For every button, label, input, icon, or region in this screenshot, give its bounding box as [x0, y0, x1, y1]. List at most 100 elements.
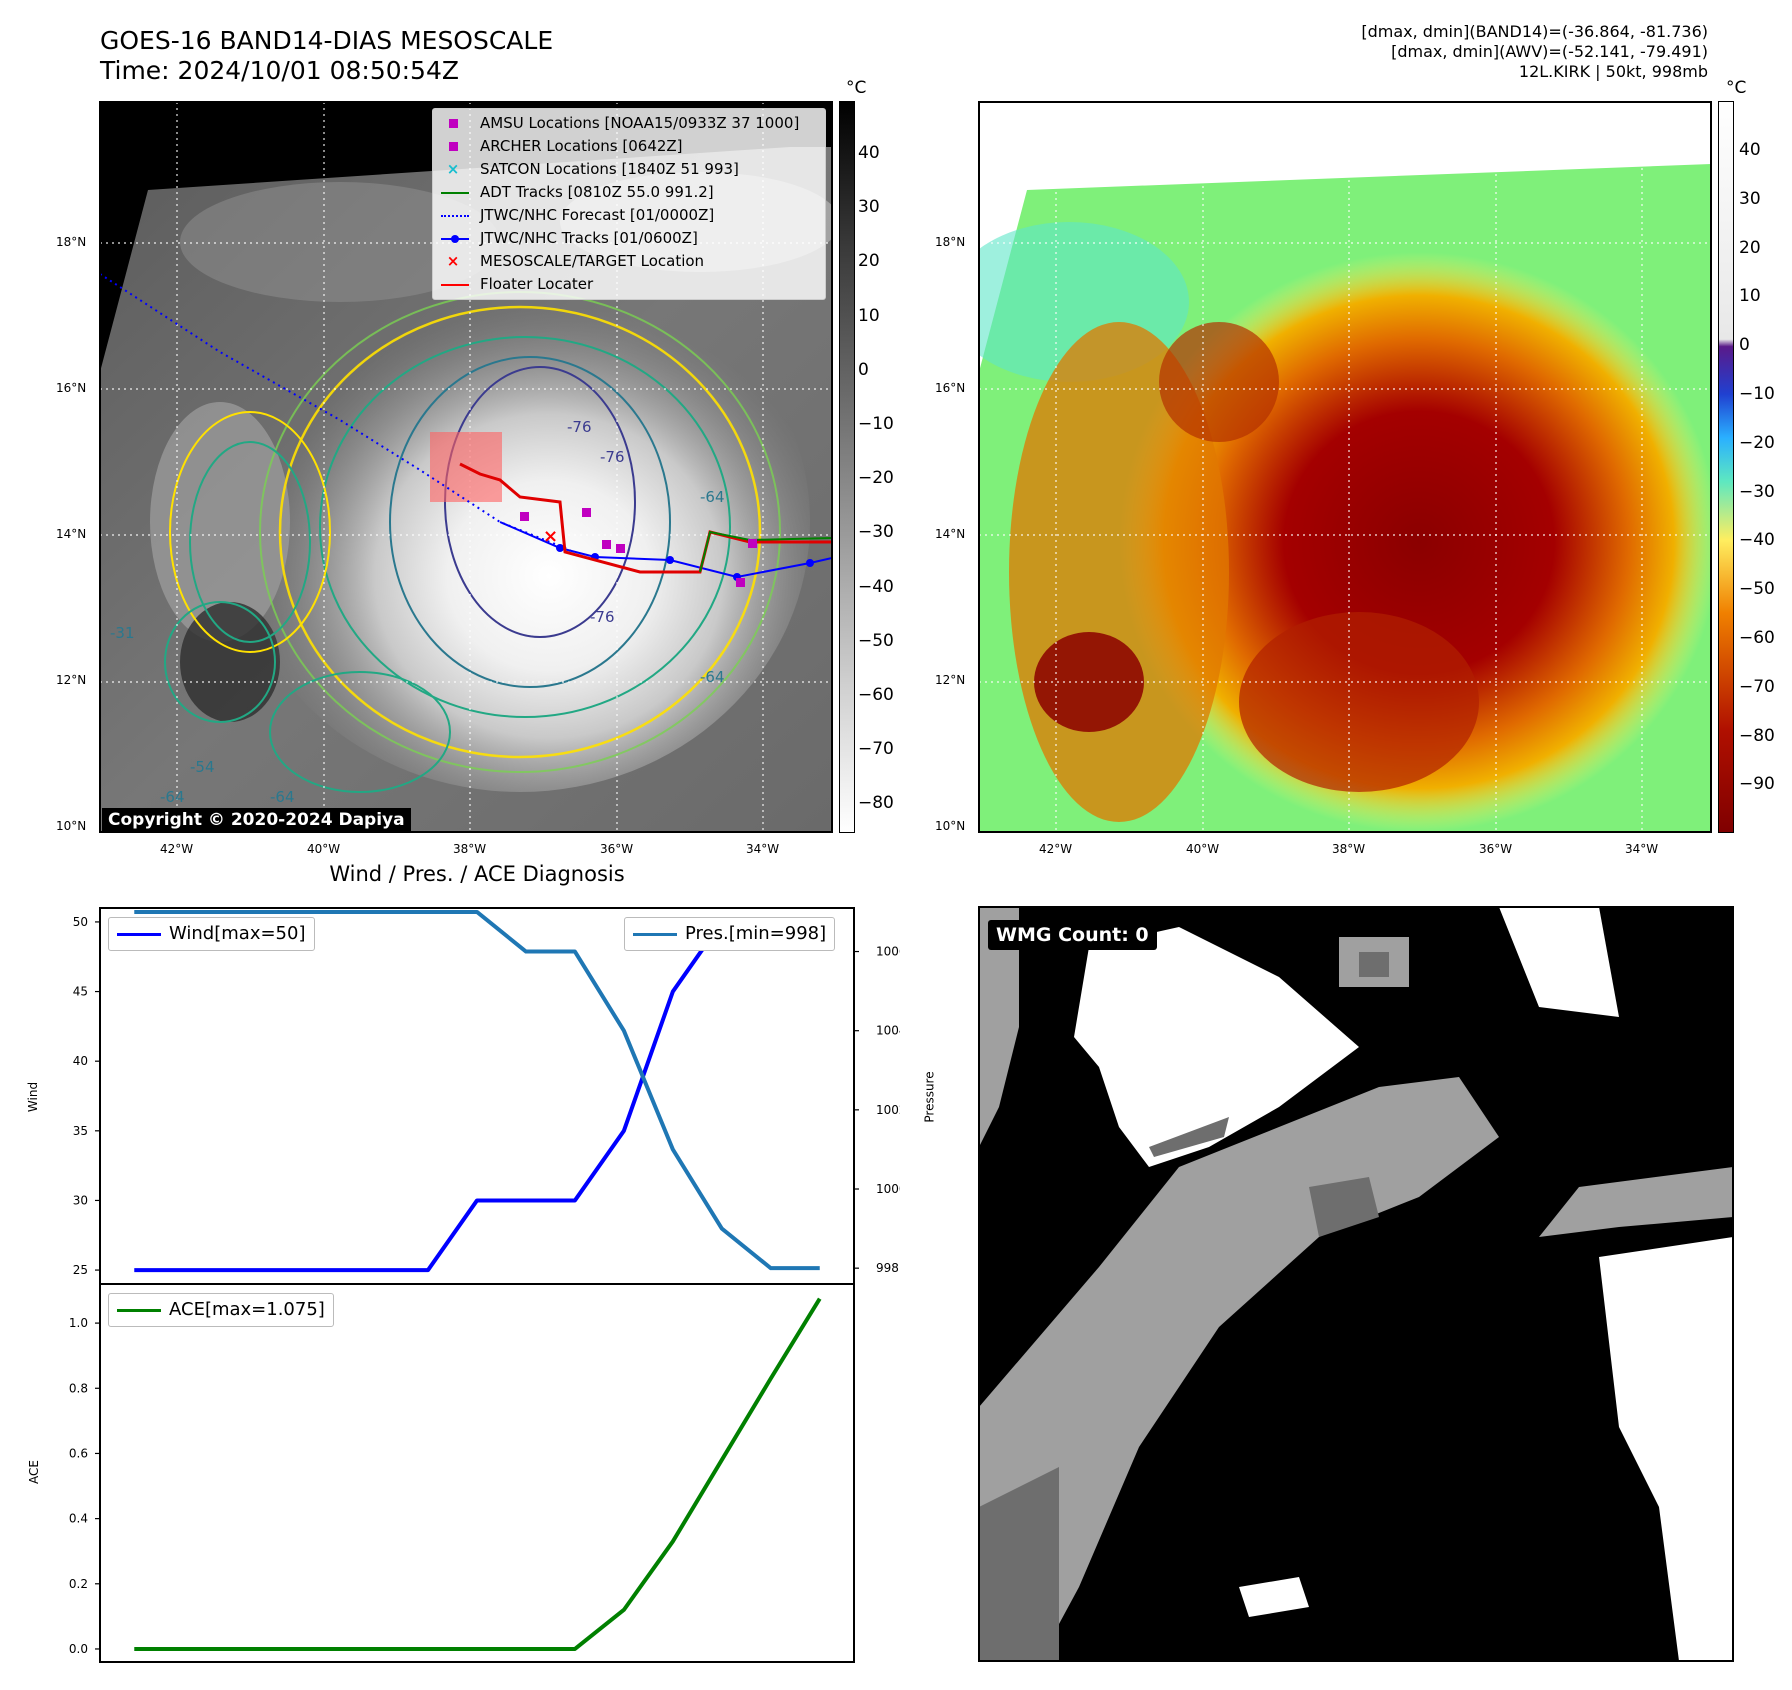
- legend-item-amsu: AMSU Locations [NOAA15/0933Z 37 1000]: [441, 112, 799, 134]
- info-awv-range: [dmax, dmin](AWV)=(-52.141, -79.491): [1391, 42, 1708, 61]
- legend-item-archer: ARCHER Locations [0642Z]: [441, 135, 683, 157]
- wmg-map: [979, 907, 1733, 1661]
- line-icon: [441, 283, 469, 286]
- square-icon: [449, 119, 458, 128]
- line-dot-icon: [441, 234, 469, 243]
- colorbar-tick-label: −80: [1739, 725, 1775, 746]
- ace-panel-frame: [99, 1283, 855, 1663]
- wmg-frame: [978, 906, 1734, 1662]
- map-legend: AMSU Locations [NOAA15/0933Z 37 1000] AR…: [432, 108, 826, 300]
- color-colorbar: [1718, 101, 1734, 833]
- colorbar-tick-label: −30: [858, 522, 894, 543]
- colorbar-tick-label: −10: [858, 414, 894, 434]
- lon-tick-label: 38°W: [1332, 842, 1366, 856]
- colorbar-tick-label: 20: [858, 251, 880, 272]
- copyright-label: Copyright © 2020-2024 Dapiya: [102, 808, 411, 832]
- colorbar-tick-label: −70: [1739, 676, 1775, 697]
- colorbar-tick-label: 0: [1739, 335, 1750, 356]
- wind-tick-label: 35: [73, 1124, 88, 1138]
- ace-tick-label: 1.0: [69, 1316, 88, 1330]
- lat-tick-label: 12°N: [935, 673, 966, 687]
- figure-time: Time: 2024/10/01 08:50:54Z: [100, 56, 459, 85]
- target-location-marker: ×: [543, 526, 558, 547]
- ir-colorbar: [839, 101, 855, 833]
- wind-tick-label: 40: [73, 1054, 88, 1068]
- wmg-count-label: WMG Count: 0: [988, 920, 1157, 950]
- lon-tick-label: 38°W: [453, 842, 487, 856]
- ace-tick-label: 0.4: [69, 1512, 88, 1526]
- color-map: [979, 102, 1711, 832]
- colorbar-tick-label: −20: [1739, 432, 1775, 453]
- wind-panel-frame: [99, 907, 855, 1285]
- colorbar-tick-label: 40: [1739, 140, 1761, 160]
- wind-tick-label: 50: [73, 915, 88, 929]
- pressure-series-line: [134, 909, 820, 1271]
- colorbar-tick-label: −50: [858, 630, 894, 651]
- legend-item-floater: Floater Locater: [441, 273, 593, 295]
- contour-label: -76: [590, 608, 615, 626]
- line-icon: [441, 191, 469, 194]
- legend-item-adt: ADT Tracks [0810Z 55.0 991.2]: [441, 181, 714, 203]
- line-icon: [633, 933, 677, 936]
- lon-tick-label: 40°W: [1186, 842, 1220, 856]
- colorbar-tick-label: −60: [1739, 628, 1775, 648]
- colorbar-tick-label: −70: [858, 739, 894, 760]
- colorbar-tick-label: 10: [858, 305, 880, 326]
- lat-tick-label: 16°N: [56, 381, 87, 395]
- lon-tick-label: 42°W: [160, 842, 194, 856]
- x-icon: ×: [446, 160, 460, 178]
- legend-item-forecast: JTWC/NHC Forecast [01/0000Z]: [441, 204, 714, 226]
- info-band14-range: [dmax, dmin](BAND14)=(-36.864, -81.736): [1361, 22, 1708, 41]
- contour-label: -64: [700, 668, 725, 686]
- ace-series-line: [134, 1297, 822, 1651]
- square-icon: [449, 142, 458, 151]
- color-colorbar-unit: °C: [1726, 78, 1747, 98]
- ace-tick-label: 0.8: [69, 1381, 88, 1395]
- diagnosis-chart: 50 45 40 35 30 25 1006 1004 1002 1000 998 1.0 0.8 0.6…: [69, 907, 900, 1663]
- contour-label: -76: [600, 448, 625, 466]
- lon-tick-label: 34°W: [746, 842, 780, 856]
- wind-tick-label: 45: [73, 985, 88, 999]
- diagnosis-title: Wind / Pres. / ACE Diagnosis: [329, 862, 625, 886]
- lon-tick-label: 42°W: [1039, 842, 1073, 856]
- ir-map-frame: [99, 101, 833, 833]
- adt-track: [699, 530, 832, 573]
- wind-tick-label: 25: [73, 1263, 88, 1277]
- pressure-tick-label: 1002: [876, 1103, 900, 1117]
- lat-tick-label: 18°N: [56, 235, 87, 249]
- pressure-tick-label: 1006: [876, 945, 900, 959]
- pressure-tick-label: 1000: [876, 1182, 900, 1196]
- contour-label: -76: [567, 418, 592, 436]
- figure-title: GOES-16 BAND14-DIAS MESOSCALE: [100, 26, 554, 55]
- info-storm: 12L.KIRK | 50kt, 998mb: [1518, 62, 1708, 81]
- contour-label: -64: [700, 488, 725, 506]
- colorbar-tick-label: −40: [1739, 530, 1775, 551]
- colorbar-tick-label: 40: [858, 143, 880, 163]
- lat-tick-label: 16°N: [935, 381, 966, 395]
- ace-tick-label: 0.0: [69, 1642, 88, 1656]
- dotted-line-icon: [441, 214, 469, 217]
- pressure-tick-label: 998: [876, 1261, 899, 1275]
- color-map-frame: [978, 101, 1712, 833]
- colorbar-tick-label: 0: [858, 359, 869, 380]
- lat-tick-label: 12°N: [56, 673, 87, 687]
- colorbar-tick-label: 10: [1739, 286, 1761, 307]
- contour-label: -64: [270, 788, 295, 806]
- contour-label: -31: [110, 624, 135, 642]
- colorbar-tick-label: 30: [1739, 188, 1761, 209]
- pressure-axis-label: Pressure: [922, 1071, 937, 1123]
- lat-tick-label: 14°N: [935, 527, 966, 541]
- legend-item-target: × MESOSCALE/TARGET Location: [441, 250, 704, 272]
- colorbar-tick-label: 20: [1739, 237, 1761, 258]
- line-icon: [117, 933, 161, 936]
- colorbar-tick-label: −10: [1739, 384, 1775, 404]
- wind-legend: Wind[max=50]: [108, 917, 315, 951]
- colorbar-tick-label: −30: [1739, 481, 1775, 502]
- colorbar-tick-label: −60: [858, 685, 894, 705]
- lat-tick-label: 18°N: [935, 235, 966, 249]
- colorbar-tick-label: 30: [858, 197, 880, 218]
- lat-tick-label: 10°N: [935, 819, 966, 833]
- colorbar-tick-label: −50: [1739, 579, 1775, 600]
- pressure-legend: Pres.[min=998]: [624, 917, 836, 951]
- ir-colorbar-unit: °C: [846, 78, 867, 98]
